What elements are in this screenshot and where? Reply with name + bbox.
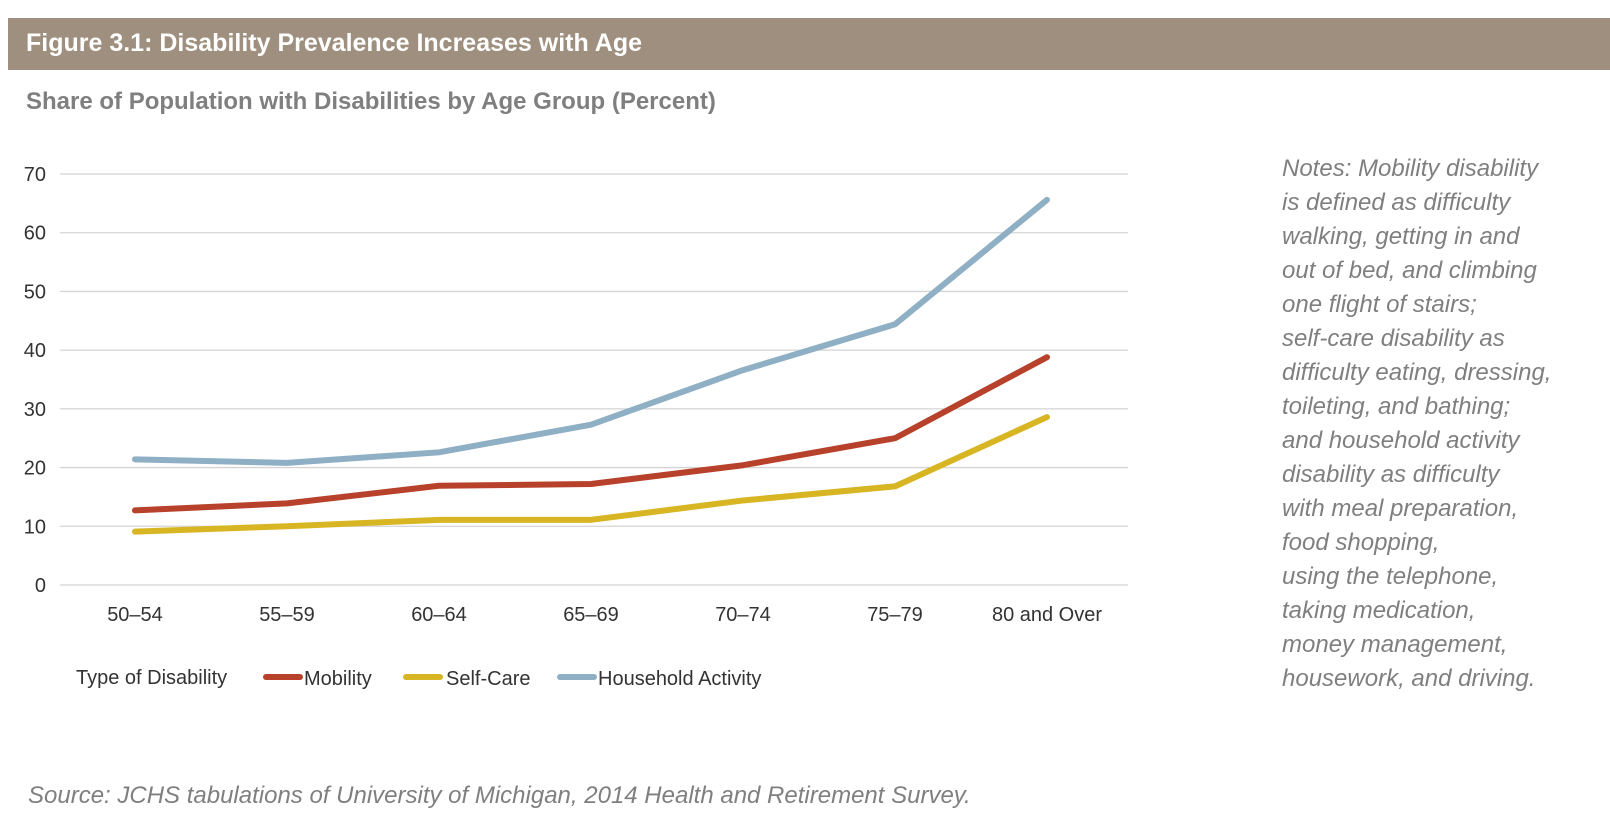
notes-line: toileting, and bathing;	[1282, 393, 1511, 420]
y-tick-label: 60	[24, 223, 46, 245]
x-tick-label: 80 and Over	[992, 604, 1102, 626]
notes-line: one flight of stairs;	[1282, 291, 1477, 318]
line-chart: 0 10 20 30 40 50 60 70 50–54 55–59 60–64 65–69 70–74…	[24, 164, 1128, 690]
y-tick-label: 70	[24, 164, 46, 186]
legend-label: Household Activity	[598, 668, 761, 690]
y-tick-label: 30	[24, 399, 46, 421]
legend-title: Type of Disability	[76, 667, 227, 689]
legend-label: Self-Care	[446, 668, 530, 690]
x-tick-label: 50–54	[107, 604, 163, 626]
notes-line: is defined as difficulty	[1282, 189, 1511, 216]
notes-text: Notes: Mobility disability is defined as…	[1282, 152, 1602, 696]
series-line-mobility	[132, 354, 1050, 514]
notes-line: disability as difficulty	[1282, 461, 1500, 488]
notes-line: difficulty eating, dressing,	[1282, 359, 1552, 386]
x-tick-label: 65–69	[563, 604, 619, 626]
notes-line: food shopping,	[1282, 529, 1440, 556]
notes-line: with meal preparation,	[1282, 495, 1519, 522]
x-tick-label: 55–59	[259, 604, 315, 626]
x-tick-label: 70–74	[715, 604, 771, 626]
notes-line: using the telephone,	[1282, 563, 1499, 590]
figure-subtitle: Share of Population with Disabilities by…	[26, 88, 716, 115]
y-tick-label: 10	[24, 516, 46, 538]
y-tick-label: 0	[35, 575, 46, 597]
x-tick-label: 75–79	[867, 604, 923, 626]
figure-title: Figure 3.1: Disability Prevalence Increa…	[26, 29, 642, 57]
x-tick-label: 60–64	[411, 604, 467, 626]
notes-line: taking medication,	[1282, 597, 1476, 624]
notes-line: Notes: Mobility disability	[1282, 155, 1539, 182]
series-line-self-care	[132, 414, 1050, 535]
legend-label: Mobility	[304, 668, 372, 690]
source-note: Source: JCHS tabulations of University o…	[28, 782, 971, 809]
notes-line: self-care disability as	[1282, 325, 1505, 352]
series-line-household-activity	[132, 196, 1050, 466]
title-bar: Figure 3.1: Disability Prevalence Increa…	[8, 18, 1610, 70]
y-tick-label: 50	[24, 281, 46, 303]
notes-line: walking, getting in and	[1282, 223, 1520, 250]
y-tick-label: 40	[24, 340, 46, 362]
notes-line: out of bed, and climbing	[1282, 257, 1537, 284]
y-tick-label: 20	[24, 458, 46, 480]
notes-line: housework, and driving.	[1282, 665, 1536, 692]
notes-line: money management,	[1282, 631, 1508, 658]
notes-line: and household activity	[1282, 427, 1520, 454]
